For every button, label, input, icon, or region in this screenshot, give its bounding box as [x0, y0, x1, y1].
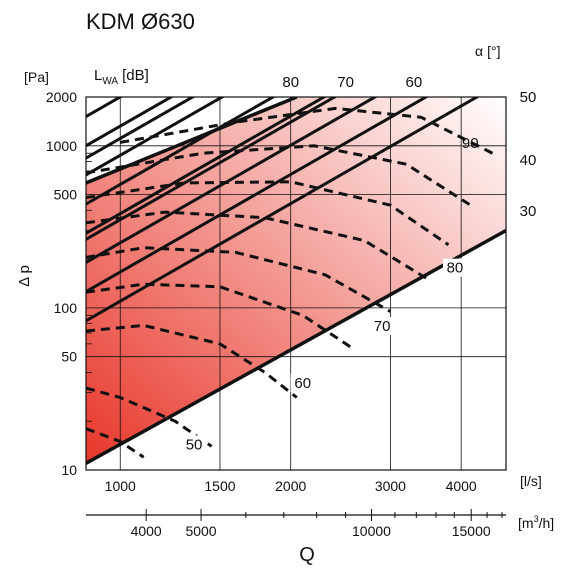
- m3h-tick-label: 15000: [452, 523, 491, 539]
- alpha-curve: [86, 282, 357, 352]
- lwa-line: [86, 97, 196, 160]
- alpha-curve-label: 50: [520, 89, 537, 106]
- lwa-unit: [dB]: [122, 67, 149, 84]
- alpha-curve-label: 90: [462, 135, 479, 152]
- lwa-line: [86, 97, 378, 265]
- x-tick-label: 2000: [275, 478, 306, 494]
- operating-region: [86, 97, 506, 464]
- x-tick-label: 3000: [375, 478, 406, 494]
- m3h-tick-label: 4000: [131, 523, 162, 539]
- lwa-symbol: L: [94, 67, 102, 84]
- alpha-curve: [86, 386, 213, 448]
- lwa-label-bg: [442, 258, 467, 277]
- m3h-unit-sup: 3: [534, 514, 539, 524]
- lwa-lines: [86, 97, 480, 323]
- labels: 1000 1500 2000 3000 4000 10 50 100 500 1000 2000 50…: [46, 74, 537, 494]
- alpha-unit-label: α [°]: [475, 43, 500, 59]
- operating-region-fill: [86, 97, 506, 464]
- m3h-tick-label: 5000: [185, 523, 216, 539]
- envelope-lower: [86, 229, 506, 465]
- lwa-line: [86, 97, 175, 148]
- lwa-subscript: WA: [102, 76, 118, 87]
- lwa-label-bg: [182, 435, 207, 454]
- alpha-curve: [86, 180, 450, 247]
- alpha-curve: [119, 106, 497, 157]
- y-tick-label: 2000: [46, 89, 77, 105]
- lwa-line-label: 50: [186, 436, 203, 453]
- y-axis-name: Δ p: [16, 265, 33, 287]
- chart-title: KDM Ø630: [86, 9, 195, 34]
- m3h-unit-end: /h]: [539, 515, 555, 531]
- alpha-curve: [86, 144, 475, 209]
- lwa-line-label: 60: [406, 74, 423, 91]
- y-tick-label: 500: [54, 187, 78, 203]
- alpha-unit: [°]: [487, 43, 500, 59]
- x-tick-label: 1500: [204, 478, 235, 494]
- secondary-axis-ticks: 4000 5000 10000 15000: [131, 509, 503, 539]
- envelope: [86, 97, 506, 465]
- lwa-line: [86, 97, 429, 294]
- alpha-curve: [86, 427, 145, 459]
- alpha-curves: [86, 106, 497, 459]
- lwa-line-label: 70: [337, 74, 354, 91]
- lwa-label: LWA [dB]: [94, 67, 149, 87]
- alpha-curve-label: 30: [520, 203, 537, 220]
- y-tick-label: 1000: [46, 138, 77, 154]
- lwa-line: [86, 97, 277, 206]
- alpha-curve: [86, 210, 430, 281]
- lwa-line-label: 70: [374, 318, 391, 335]
- lwa-line-label: 80: [447, 260, 464, 277]
- y-unit: [Pa]: [24, 69, 49, 85]
- lwa-line-label: 80: [282, 74, 299, 91]
- lwa-label-bg: [290, 374, 315, 393]
- x-unit-secondary: [m3/h]: [518, 514, 554, 531]
- alpha-symbol: α: [475, 43, 483, 59]
- lwa-label-bg: [370, 317, 395, 336]
- lwa-line: [86, 97, 338, 242]
- x-axis-name: Q: [299, 544, 315, 566]
- alpha-curve: [86, 246, 392, 313]
- m3h-unit-base: [m: [518, 515, 534, 531]
- x-unit-primary: [l/s]: [520, 473, 542, 489]
- lwa-line-label: 60: [294, 375, 311, 392]
- y-tick-label: 100: [54, 300, 78, 316]
- alpha-curve: [86, 323, 298, 399]
- x-tick-label: 4000: [446, 478, 477, 494]
- alpha-curve-label: 40: [520, 152, 537, 169]
- lwa-line: [86, 97, 480, 323]
- y-tick-label: 10: [61, 462, 77, 478]
- m3h-tick-label: 10000: [352, 523, 391, 539]
- lwa-line: [86, 97, 226, 177]
- lwa-line: [86, 97, 328, 235]
- envelope-upper: [86, 97, 298, 185]
- y-tick-label: 50: [61, 349, 77, 365]
- x-tick-label: 1000: [105, 478, 136, 494]
